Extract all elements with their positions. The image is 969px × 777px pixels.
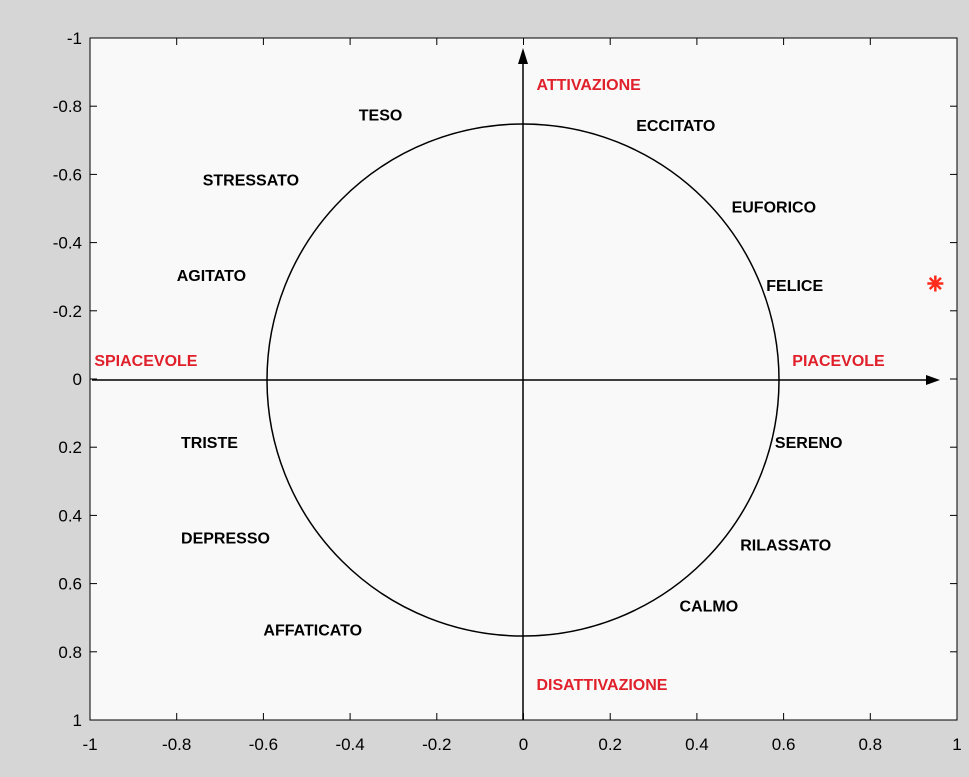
marker-stroke bbox=[928, 277, 942, 291]
annotation: CALMO bbox=[680, 599, 739, 616]
annotation: EUFORICO bbox=[732, 200, 816, 217]
y-tick-label: 0.4 bbox=[58, 506, 82, 525]
y-tick-label: -0.6 bbox=[53, 165, 82, 184]
x-tick-label: 0.4 bbox=[685, 735, 709, 754]
point bbox=[927, 275, 944, 292]
annotation: ECCITATO bbox=[636, 118, 715, 135]
y-tick-label: 0.6 bbox=[58, 575, 82, 594]
y-tick-label: 0.2 bbox=[58, 438, 82, 457]
annotation: ATTIVAZIONE bbox=[537, 77, 642, 94]
x-tick-label: -0.6 bbox=[249, 735, 278, 754]
annotation: SPIACEVOLE bbox=[94, 353, 197, 370]
annotation: DISATTIVAZIONE bbox=[537, 677, 668, 694]
y-tick-label: 0 bbox=[73, 370, 82, 389]
arrow-head bbox=[518, 48, 528, 64]
annotation: PIACEVOLE bbox=[792, 353, 885, 370]
x-tick-label: 0.6 bbox=[772, 735, 796, 754]
annotation: RILASSATO bbox=[740, 537, 831, 554]
annotation: TRISTE bbox=[181, 435, 238, 452]
x-tick-label: -0.2 bbox=[422, 735, 451, 754]
y-tick-label: 0.8 bbox=[58, 643, 82, 662]
annotation: AGITATO bbox=[177, 268, 246, 285]
y-tick-label: -0.4 bbox=[53, 234, 82, 253]
annotation: AFFATICATO bbox=[263, 623, 362, 640]
arrow-head bbox=[926, 375, 940, 385]
x-tick-label: 0.2 bbox=[598, 735, 622, 754]
x-tick-label: -1 bbox=[82, 735, 97, 754]
y-tick-label: 1 bbox=[73, 711, 82, 730]
x-tick-label: -0.4 bbox=[335, 735, 364, 754]
x-tick-label: 0.8 bbox=[858, 735, 882, 754]
annotation: SERENO bbox=[775, 435, 843, 452]
x-tick-label: -0.8 bbox=[162, 735, 191, 754]
y-tick-label: -0.2 bbox=[53, 302, 82, 321]
annotation: STRESSATO bbox=[203, 172, 299, 189]
y-tick-label: -1 bbox=[67, 29, 82, 48]
x-tick-label: 0 bbox=[519, 735, 528, 754]
annotation: FELICE bbox=[766, 278, 823, 295]
x-tick-label: 1 bbox=[952, 735, 961, 754]
annotation: TESO bbox=[359, 108, 403, 125]
annotation: DEPRESSO bbox=[181, 530, 270, 547]
y-tick-label: -0.8 bbox=[53, 97, 82, 116]
plot-layer: -1 -0.8 -0.6 -0.4 -0.2 0 0.2 0.4 0.6 0.8 1-1-0.8-0… bbox=[53, 29, 962, 754]
